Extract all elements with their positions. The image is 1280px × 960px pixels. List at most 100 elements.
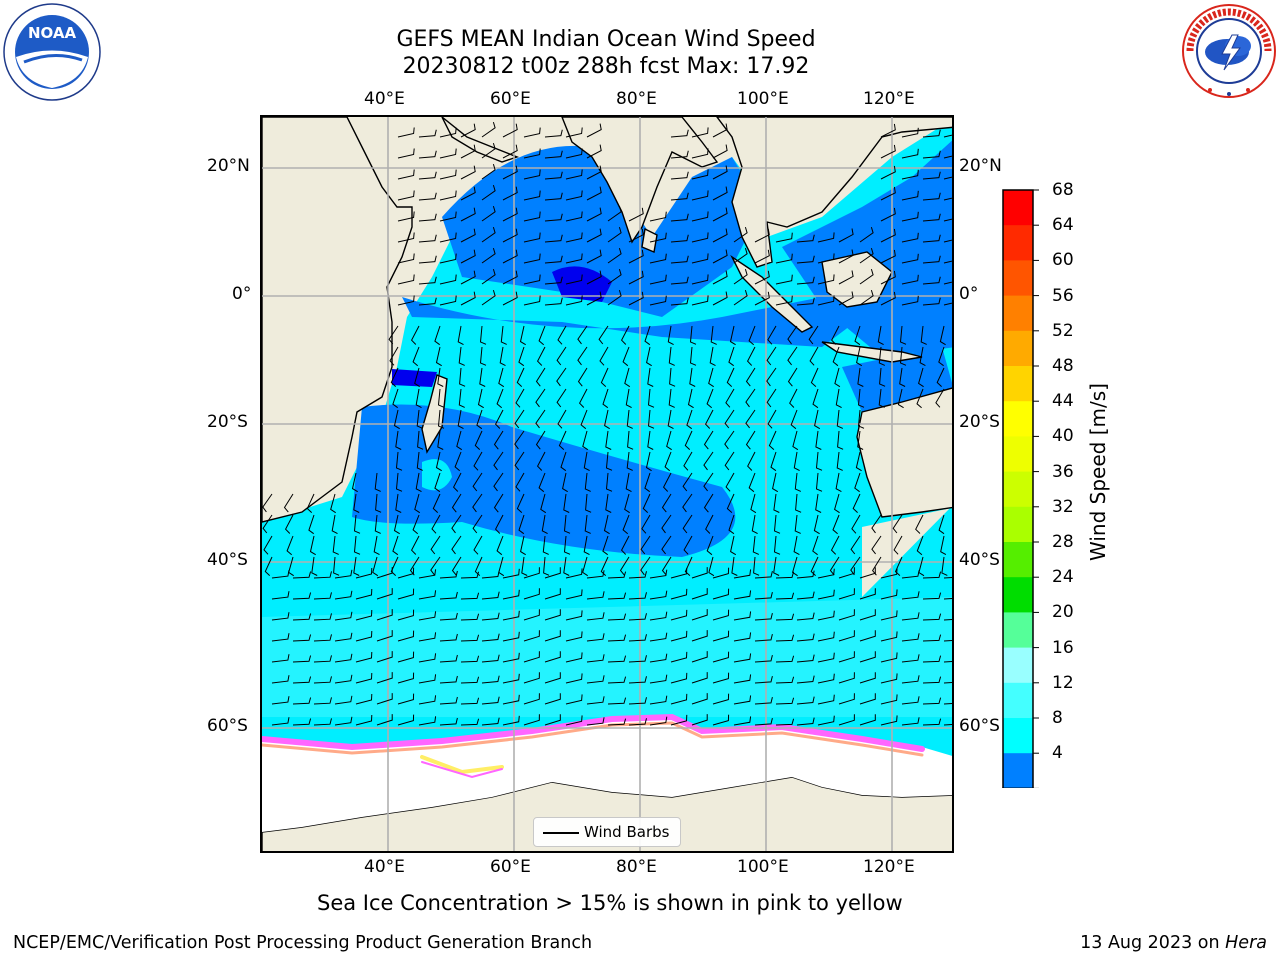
wind-barb (544, 234, 563, 243)
colorbar-level-label: 24 (1052, 567, 1074, 588)
wind-barb (410, 325, 420, 345)
wind-barb (712, 672, 730, 684)
wind-barb (472, 472, 483, 492)
wind-barb (754, 270, 770, 285)
ocean-deep-blue-2 (392, 369, 437, 387)
wind-barb (523, 295, 541, 306)
wind-barb (586, 654, 605, 663)
wind-barb (271, 696, 290, 705)
colorbar-level-label: 52 (1052, 320, 1074, 341)
wind-barb (439, 570, 458, 579)
wind-barb (292, 676, 312, 684)
wind-barb (355, 672, 373, 684)
wind-barb (397, 693, 415, 705)
wind-barb (397, 630, 415, 642)
map-panel (260, 115, 954, 853)
wind-barb (502, 631, 520, 642)
wind-barb (922, 571, 942, 579)
colorbar-level-label: 56 (1052, 285, 1074, 306)
wind-barb (283, 493, 294, 513)
wind-barb (415, 472, 422, 493)
wind-barb (586, 717, 605, 726)
wind-barb (479, 367, 486, 387)
wind-barb (670, 213, 689, 222)
wind-barb (754, 717, 773, 726)
wind-barb (311, 556, 318, 576)
wind-barb (437, 430, 444, 450)
wind-barb (691, 567, 708, 579)
wind-barb (817, 610, 835, 621)
wind-barb (752, 535, 760, 555)
wind-barb (481, 184, 496, 201)
wind-barb (815, 472, 823, 492)
wind-barb (607, 205, 622, 222)
wind-barb (859, 609, 876, 621)
wind-barb (334, 611, 353, 621)
wind-barb (859, 226, 874, 243)
nws-logo (1180, 2, 1278, 104)
wind-barb (353, 514, 361, 534)
wind-barb (334, 569, 353, 579)
wind-barb (748, 472, 756, 493)
wind-barb (773, 535, 781, 555)
wind-barb (745, 367, 756, 387)
wind-barb (586, 612, 605, 621)
wind-barb (439, 612, 458, 621)
wind-barb (563, 535, 571, 555)
wind-barb (292, 718, 312, 726)
wind-barb (607, 676, 627, 684)
wind-barb (544, 129, 563, 138)
wind-barb (523, 253, 541, 264)
wind-barb (775, 592, 795, 600)
wind-barb (457, 409, 464, 430)
wind-barb (733, 632, 752, 642)
wind-barb (901, 148, 919, 159)
wind-barb (859, 289, 874, 306)
colorbar-level-label: 44 (1052, 391, 1074, 412)
wind-barb (835, 472, 842, 493)
wind-barb (586, 228, 602, 243)
wind-barb (523, 609, 540, 621)
wind-barb (605, 472, 613, 492)
wind-barb (439, 696, 458, 705)
wind-barb (599, 346, 609, 366)
wind-barb (481, 226, 496, 243)
wind-barb (922, 697, 942, 705)
wind-barb (670, 297, 689, 306)
wind-barb (754, 591, 773, 600)
wind-barb (481, 717, 500, 726)
wind-barb (374, 514, 381, 534)
wind-barb (670, 234, 689, 243)
wind-barb (817, 589, 835, 600)
wind-barb (395, 472, 403, 492)
wind-barb (628, 592, 647, 600)
wind-barb (817, 253, 835, 264)
wind-barb (565, 694, 583, 705)
colorbar-level-label: 48 (1052, 356, 1074, 376)
wind-barb (390, 367, 399, 387)
wind-barb (682, 514, 693, 534)
wind-barb (584, 472, 591, 492)
wind-barb (263, 535, 273, 555)
wind-barb (753, 556, 760, 576)
wind-barb (628, 613, 647, 621)
wind-barb (724, 430, 735, 450)
wind-barb (792, 556, 798, 577)
wind-barb (308, 514, 315, 535)
wind-barb (565, 589, 583, 600)
wind-barb (649, 274, 667, 285)
colorbar-level-label: 20 (1052, 602, 1074, 623)
colorbar-segment (1003, 682, 1033, 719)
wind-barb (481, 247, 496, 264)
wind-barb (670, 192, 689, 201)
wind-barb (922, 634, 942, 642)
wind-barb (535, 388, 546, 408)
wind-barb (712, 567, 730, 579)
wind-barb (794, 514, 801, 534)
wind-barb (514, 451, 525, 471)
wind-barb (922, 192, 941, 201)
wind-barb (683, 535, 693, 555)
wind-barb (793, 535, 800, 556)
wind-barb (670, 171, 689, 180)
wind-barb (334, 674, 353, 684)
